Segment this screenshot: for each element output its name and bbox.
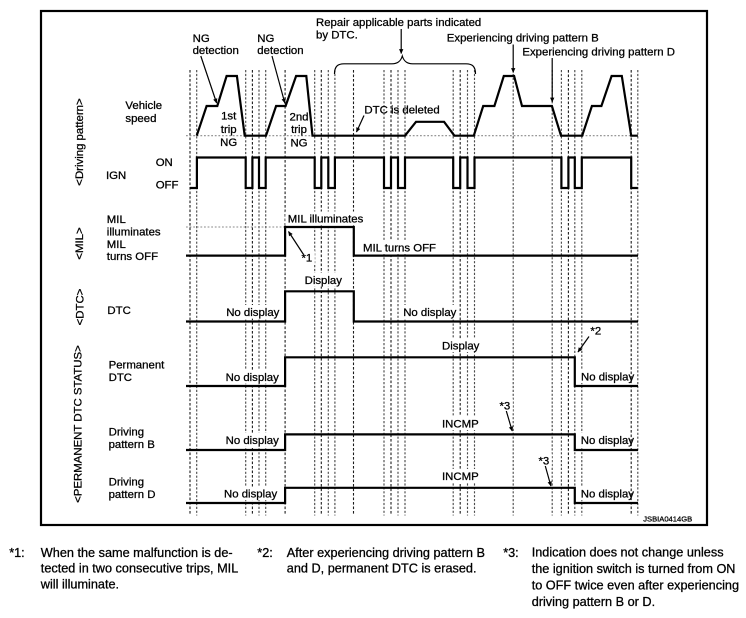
svg-text:<DTC>: <DTC> xyxy=(75,288,87,325)
svg-text:<PERMANENT DTC STATUS>: <PERMANENT DTC STATUS> xyxy=(72,345,84,503)
svg-text:IGN: IGN xyxy=(106,170,126,182)
svg-text:OFF: OFF xyxy=(156,179,179,191)
svg-text:*1: *1 xyxy=(302,253,313,265)
svg-text:by DTC.: by DTC. xyxy=(316,30,358,42)
svg-text:1st: 1st xyxy=(221,111,237,123)
svg-text:pattern D: pattern D xyxy=(109,489,156,501)
svg-text:Experiencing driving pattern D: Experiencing driving pattern D xyxy=(522,47,675,59)
svg-text:Display: Display xyxy=(305,275,343,287)
svg-text:No display: No display xyxy=(226,435,279,447)
svg-text:*2:: *2: xyxy=(257,546,273,560)
svg-text:illuminates: illuminates xyxy=(107,226,161,238)
svg-text:Repair applicable parts indica: Repair applicable parts indicated xyxy=(316,17,481,29)
svg-text:Permanent: Permanent xyxy=(109,360,166,372)
svg-text:driving pattern B or D.: driving pattern B or D. xyxy=(532,595,655,609)
svg-text:NG: NG xyxy=(290,138,307,150)
svg-text:DTC is deleted: DTC is deleted xyxy=(364,105,439,117)
svg-text:detection: detection xyxy=(193,45,239,57)
svg-text:Indication does not change unl: Indication does not change unless xyxy=(532,546,724,560)
svg-text:pattern B: pattern B xyxy=(109,439,155,451)
svg-text:detection: detection xyxy=(257,45,303,57)
svg-text:tected in two consecutive trip: tected in two consecutive trips, MIL xyxy=(41,562,238,576)
svg-text:MIL turns OFF: MIL turns OFF xyxy=(363,243,436,255)
svg-text:trip: trip xyxy=(291,124,307,136)
svg-text:MIL: MIL xyxy=(107,214,126,226)
svg-text:Driving: Driving xyxy=(109,427,144,439)
svg-text:and D, permanent DTC is erased: and D, permanent DTC is erased. xyxy=(287,562,477,576)
svg-text:trip: trip xyxy=(221,124,237,136)
svg-text:No display: No display xyxy=(226,307,279,319)
svg-text:INCMP: INCMP xyxy=(442,471,479,483)
svg-text:the ignition switch is turned: the ignition switch is turned from ON xyxy=(532,562,736,576)
svg-text:*3:: *3: xyxy=(503,546,519,560)
svg-text:NG: NG xyxy=(220,137,237,149)
svg-text:<Driving pattern>: <Driving pattern> xyxy=(74,98,86,186)
svg-text:ON: ON xyxy=(156,157,173,169)
svg-text:No display: No display xyxy=(224,489,277,501)
svg-text:No display: No display xyxy=(581,489,634,501)
svg-text:2nd: 2nd xyxy=(289,112,308,124)
svg-text:to OFF twice even after experi: to OFF twice even after experiencing xyxy=(532,579,739,593)
svg-text:No display: No display xyxy=(581,435,634,447)
svg-text:*1:: *1: xyxy=(9,546,25,560)
svg-text:INCMP: INCMP xyxy=(442,419,479,431)
svg-text:<MIL>: <MIL> xyxy=(74,227,86,260)
svg-text:*3: *3 xyxy=(539,456,550,468)
svg-text:turns OFF: turns OFF xyxy=(107,251,158,263)
svg-text:MIL: MIL xyxy=(107,239,126,251)
svg-text:NG: NG xyxy=(193,33,210,45)
svg-text:DTC: DTC xyxy=(107,305,130,317)
svg-text:DTC: DTC xyxy=(109,372,132,384)
svg-text:No display: No display xyxy=(581,371,634,383)
svg-text:After experiencing driving pat: After experiencing driving pattern B xyxy=(287,546,485,560)
svg-text:Vehicle: Vehicle xyxy=(125,100,162,112)
svg-text:Driving: Driving xyxy=(109,476,144,488)
svg-text:JSBIA0414GB: JSBIA0414GB xyxy=(643,515,692,524)
svg-text:When the same malfunction is d: When the same malfunction is de- xyxy=(41,546,233,560)
svg-text:*2: *2 xyxy=(590,326,601,338)
svg-text:will illuminate.: will illuminate. xyxy=(40,578,119,592)
svg-text:No display: No display xyxy=(403,307,456,319)
svg-text:No display: No display xyxy=(226,372,279,384)
svg-text:Display: Display xyxy=(442,341,480,353)
svg-text:*3: *3 xyxy=(500,401,511,413)
svg-text:Experiencing driving pattern B: Experiencing driving pattern B xyxy=(447,32,599,44)
svg-text:MIL illuminates: MIL illuminates xyxy=(288,214,364,226)
svg-text:speed: speed xyxy=(125,113,156,125)
svg-text:NG: NG xyxy=(257,33,274,45)
